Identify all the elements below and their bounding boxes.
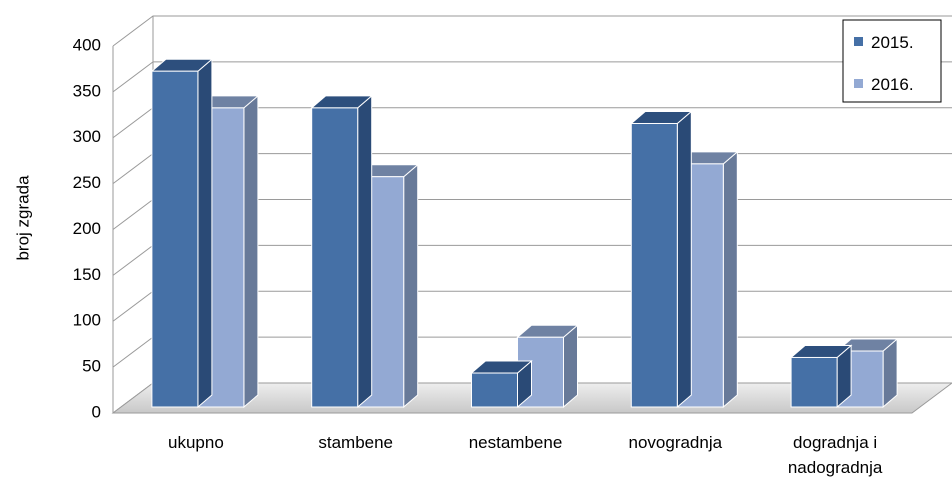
bar-2015-0 [150, 58, 214, 409]
x-category-label: stambene [318, 433, 393, 452]
bar-side [197, 58, 213, 409]
bar-front [790, 356, 838, 408]
y-tick-label: 400 [73, 35, 101, 54]
x-category-label: ukupno [168, 433, 224, 452]
bar-2016-2 [516, 324, 579, 409]
y-tick-label: 200 [73, 219, 101, 238]
legend-box [842, 19, 942, 103]
bar-2015-2 [470, 359, 533, 409]
bar-side [722, 150, 738, 409]
legend-swatch-2016 [854, 79, 863, 88]
bar-front [630, 122, 678, 408]
bar-2015-1 [310, 94, 374, 409]
bar-side [357, 94, 373, 409]
bar-front [151, 70, 199, 408]
bar-2015-4 [789, 344, 853, 409]
legend-label-2016: 2016. [871, 75, 914, 94]
legend-label-2015: 2015. [871, 33, 914, 52]
gridline [112, 15, 952, 47]
y-axis-title: broj zgrada [13, 175, 32, 261]
legend-swatch-2015 [854, 37, 863, 46]
y-tick-label: 0 [92, 402, 101, 421]
y-tick-label: 150 [73, 265, 101, 284]
x-category-label: novogradnja [629, 433, 723, 452]
bar-2016-0 [196, 94, 260, 409]
bar-2016-1 [356, 163, 420, 409]
legend: 2015. 2016. [842, 19, 942, 103]
y-tick-label: 250 [73, 173, 101, 192]
y-tick-label: 100 [73, 311, 101, 330]
y-tick-label: 350 [73, 81, 101, 100]
y-axis-ticks: 0 50 100 150 200 250 300 350 400 [73, 35, 101, 421]
y-tick-label: 50 [82, 357, 101, 376]
x-axis-categories: ukupno stambene nestambene novogradnja dogra… [168, 433, 883, 477]
bar-side [403, 163, 419, 409]
bars [150, 58, 899, 409]
bar-2015-3 [629, 110, 693, 409]
x-category-label: dogradnja i [793, 433, 877, 452]
bar-side [563, 324, 578, 409]
x-category-label: nestambene [469, 433, 563, 452]
bar-front [311, 107, 359, 408]
gridline [112, 61, 952, 93]
y-tick-label: 300 [73, 127, 101, 146]
bar-front [471, 372, 518, 408]
x-category-label: nadogradnja [788, 458, 883, 477]
bar-side [676, 110, 692, 409]
bar-side [243, 94, 259, 409]
